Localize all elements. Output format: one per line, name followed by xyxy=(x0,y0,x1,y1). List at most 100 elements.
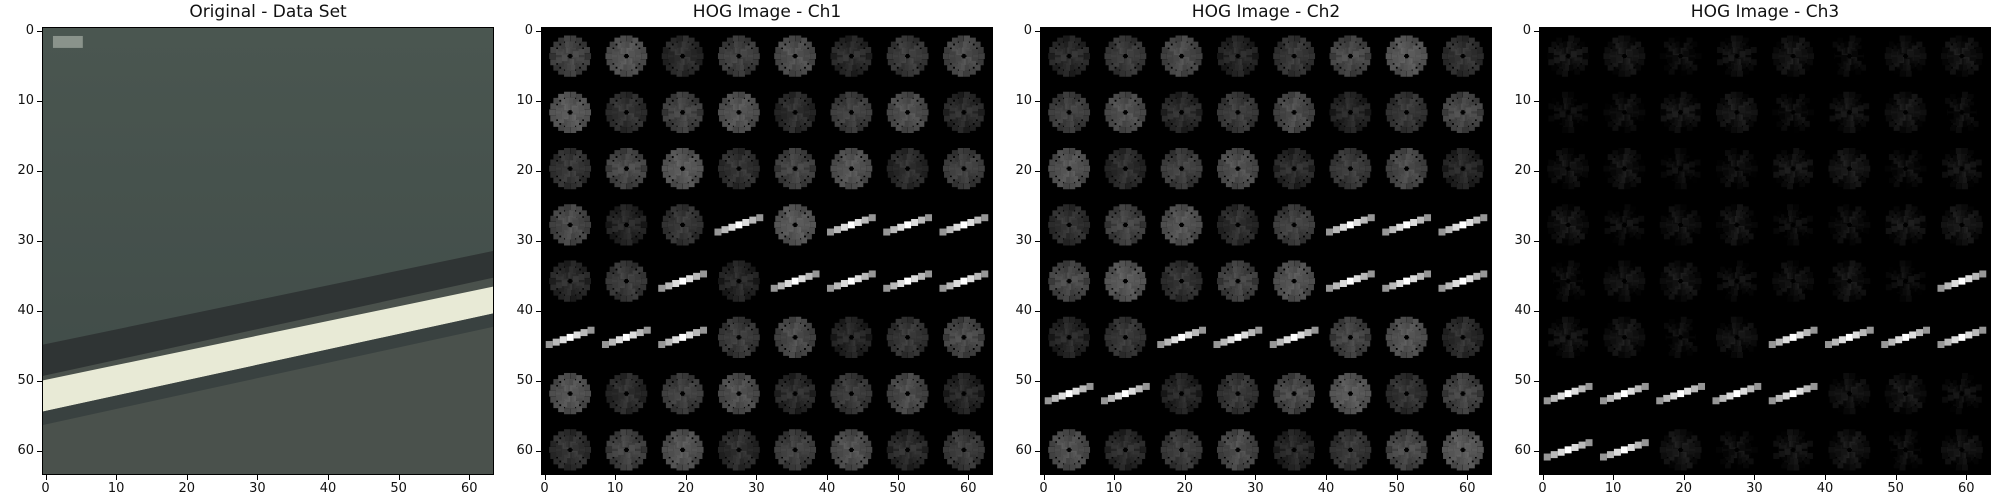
hog-cell xyxy=(883,270,933,292)
x-tick-mark xyxy=(257,475,259,480)
x-tick-label: 30 xyxy=(748,481,765,496)
hog-cell xyxy=(1325,214,1375,236)
hog-cell xyxy=(886,147,929,190)
hog-cell xyxy=(1603,316,1646,358)
hog-cell xyxy=(1659,204,1702,246)
hog-cell xyxy=(1715,316,1758,358)
hog-cell xyxy=(549,147,592,190)
hog-cell xyxy=(1824,326,1874,349)
hog-cell xyxy=(717,147,760,190)
x-tick-label: 40 xyxy=(319,481,337,496)
hog-cell xyxy=(1213,326,1263,349)
hog-cell xyxy=(1104,35,1147,77)
y-tick-label: 0 xyxy=(1522,22,1531,38)
y-tick-mark xyxy=(37,380,42,382)
y-tick-label: 60 xyxy=(17,442,34,458)
x-tick-label: 60 xyxy=(1459,481,1476,496)
hog-cell xyxy=(1216,429,1259,471)
hog-cell xyxy=(1044,382,1094,405)
y-tick-label: 40 xyxy=(17,302,34,318)
hog-cell xyxy=(605,372,648,415)
x-tick-mark xyxy=(827,475,829,480)
hog-cell xyxy=(1273,204,1316,246)
hog-cell xyxy=(1884,147,1927,190)
hog-cell xyxy=(1160,91,1203,134)
x-tick-label: 10 xyxy=(606,481,624,496)
hog-cell xyxy=(942,147,985,190)
hog-cell xyxy=(605,260,648,302)
x-tick-mark xyxy=(1825,475,1827,480)
hog-cell xyxy=(717,260,760,302)
hog-cell xyxy=(1385,35,1428,77)
hog-cell xyxy=(1160,35,1203,77)
hog-cell xyxy=(774,372,817,415)
hog-cell xyxy=(1599,382,1649,405)
y-tick-mark xyxy=(1534,380,1539,382)
hog-cell xyxy=(1715,147,1758,190)
hog-cell xyxy=(1659,35,1702,77)
x-tick-mark xyxy=(1467,475,1469,480)
hog-cell xyxy=(826,214,876,236)
hog-cell xyxy=(661,91,704,134)
hog-cell xyxy=(830,35,873,77)
x-tick-mark xyxy=(186,475,188,480)
hog-cell xyxy=(1100,382,1150,405)
x-tick-mark xyxy=(1613,475,1615,480)
hog-cell xyxy=(661,429,704,471)
hog-cell xyxy=(1659,429,1702,471)
y-tick-mark xyxy=(37,310,42,312)
hog-cell xyxy=(717,91,760,134)
photo-image xyxy=(43,28,493,474)
y-tick-mark xyxy=(1534,100,1539,102)
hog-cell xyxy=(1160,372,1203,415)
hog-cell xyxy=(549,260,592,302)
y-tick-mark xyxy=(536,240,541,242)
hog-cell xyxy=(1216,204,1259,246)
hog-cell xyxy=(1104,429,1147,471)
hog-cell xyxy=(1940,204,1983,246)
hog-cell xyxy=(549,35,592,77)
hog-cell xyxy=(1329,372,1372,415)
lane-stripe xyxy=(43,286,493,412)
hog-cell xyxy=(1325,270,1375,292)
hog-cell xyxy=(1772,91,1815,134)
x-tick-mark xyxy=(897,475,899,480)
hog-cell xyxy=(1940,147,1983,190)
hog-cell xyxy=(658,270,708,292)
hog-cell xyxy=(545,326,595,349)
x-tick-mark xyxy=(116,475,118,480)
x-tick-label: 60 xyxy=(1958,481,1975,496)
y-tick-mark xyxy=(37,30,42,32)
hog-cell xyxy=(1715,429,1758,471)
hog-cell xyxy=(1715,91,1758,134)
x-tick-mark xyxy=(756,475,758,480)
x-tick-label: 30 xyxy=(249,481,266,496)
hog-cell xyxy=(1441,429,1484,471)
y-tick-mark xyxy=(37,100,42,102)
hog-image xyxy=(1041,28,1491,474)
hog-cell xyxy=(1104,316,1147,358)
image-axes xyxy=(1040,27,1492,475)
x-tick-label: 30 xyxy=(1247,481,1264,496)
x-tick-mark xyxy=(1966,475,1968,480)
hog-cell xyxy=(1715,260,1758,302)
x-tick-label: 40 xyxy=(1816,481,1834,496)
y-tick-mark xyxy=(1035,170,1040,172)
hog-cell xyxy=(1543,382,1593,405)
hog-cell xyxy=(1547,91,1590,134)
y-tick-mark xyxy=(536,30,541,32)
hog-cell xyxy=(1828,147,1871,190)
x-tick-mark xyxy=(469,475,471,480)
hog-cell xyxy=(605,35,648,77)
hog-cell xyxy=(830,372,873,415)
image-axes xyxy=(42,27,494,475)
hog-cell xyxy=(886,429,929,471)
hog-cell xyxy=(1273,260,1316,302)
hog-cell xyxy=(1160,429,1203,471)
y-tick-mark xyxy=(536,310,541,312)
y-tick-mark xyxy=(1035,450,1040,452)
y-tick-label: 20 xyxy=(1015,162,1032,178)
hog-cell xyxy=(1884,372,1927,415)
y-tick-label: 60 xyxy=(1015,442,1032,458)
x-tick-mark xyxy=(328,475,330,480)
